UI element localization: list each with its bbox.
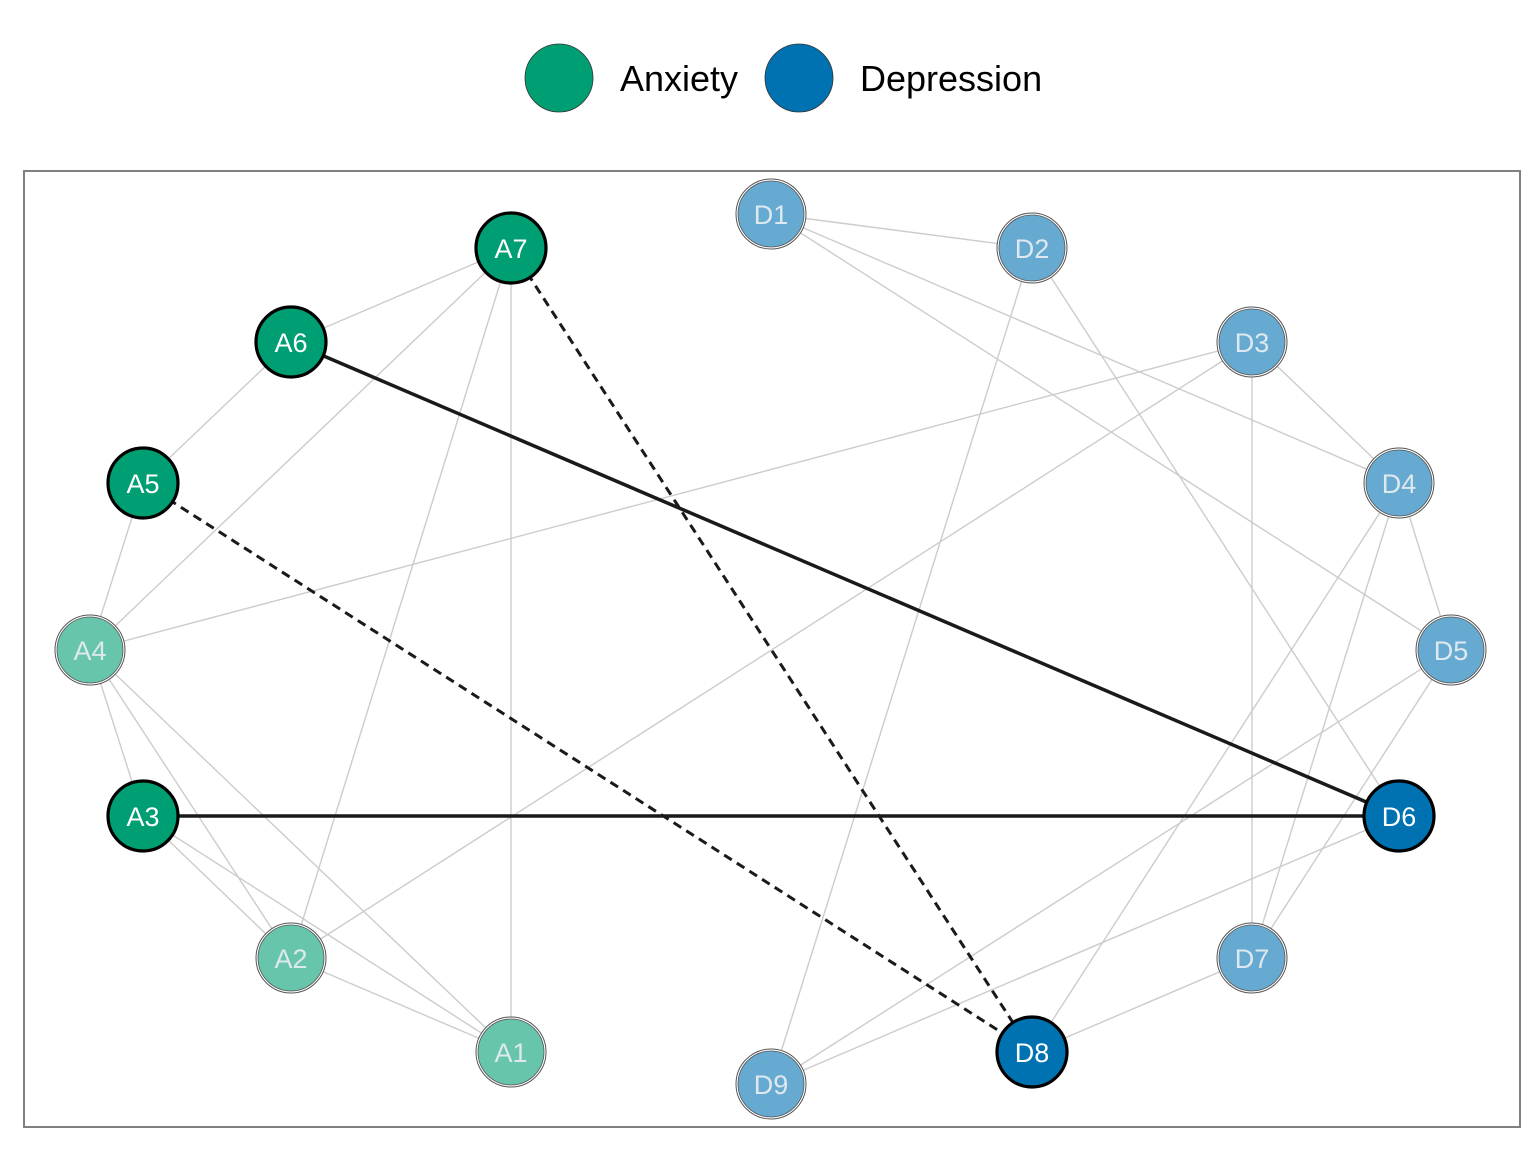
node-a7: A7: [474, 211, 548, 285]
edge-d4-d7: [1251, 482, 1400, 959]
edge-a3-a1: [142, 815, 512, 1053]
node-d9: D9: [735, 1048, 807, 1120]
node-a4: A4: [54, 614, 126, 686]
node-a2-label: A2: [274, 944, 307, 974]
node-d7: D7: [1216, 922, 1288, 994]
node-d4-label: D4: [1382, 469, 1417, 499]
edge-a4-a1: [89, 649, 512, 1053]
node-d1-label: D1: [754, 200, 789, 230]
plot-frame: [23, 170, 1521, 1128]
legend: Anxiety Depression: [524, 43, 1042, 113]
node-d5-circle: [1417, 616, 1485, 684]
edge-a7-a4: [89, 247, 512, 651]
node-d2: D2: [996, 212, 1068, 284]
edge-a4-d3: [89, 341, 1253, 651]
node-d7-label: D7: [1235, 944, 1270, 974]
edges-layer: [89, 213, 1452, 1085]
node-d3-circle: [1218, 308, 1286, 376]
edge-a4-a2: [89, 649, 292, 959]
node-a2: A2: [255, 922, 327, 994]
node-a5: A5: [106, 446, 180, 520]
edge-a7-a2: [290, 247, 512, 959]
node-a3: A3: [106, 779, 180, 853]
legend-depression-label: Depression: [860, 58, 1042, 99]
node-a1-label: A1: [494, 1038, 527, 1068]
legend-depression-swatch: [764, 43, 834, 113]
node-d8: D8: [995, 1015, 1069, 1089]
node-d8-label: D8: [1015, 1038, 1050, 1068]
node-a4-circle: [56, 616, 124, 684]
node-a6-circle: [254, 305, 328, 379]
nodes-layer: A1 A2 A3 A4 A5 A6 A7 D1 D2 D3 D4 D5 D6 D7 D8 D9: [54, 178, 1487, 1120]
edge-d6-d9: [770, 815, 1400, 1085]
edge-d1-d4: [770, 213, 1400, 484]
node-d4: D4: [1363, 447, 1435, 519]
edge-a7-a6: [290, 247, 512, 343]
node-a7-label: A7: [494, 234, 527, 264]
edge-d5-d7: [1251, 649, 1452, 959]
node-d4-circle: [1365, 449, 1433, 517]
edge-d5-d9: [770, 649, 1452, 1085]
node-a5-label: A5: [126, 469, 159, 499]
edge-a2-d3: [290, 341, 1253, 959]
edge-d2-d6: [1031, 247, 1400, 817]
node-d5-label: D5: [1434, 636, 1469, 666]
node-a6-label: A6: [274, 328, 307, 358]
legend-anxiety-swatch: [524, 43, 594, 113]
node-d6-label: D6: [1382, 802, 1417, 832]
node-d3-label: D3: [1235, 328, 1270, 358]
node-d6-circle: [1362, 779, 1436, 853]
edge-d4-d8: [1031, 482, 1400, 1053]
edge-a7-d8: [509, 247, 1034, 1053]
node-a3-label: A3: [126, 802, 159, 832]
node-d8-circle: [995, 1015, 1069, 1089]
node-a1: A1: [475, 1016, 547, 1088]
node-d6: D6: [1362, 779, 1436, 853]
node-d1-circle: [737, 180, 805, 248]
edge-a5-d8: [142, 481, 1033, 1054]
node-a5-circle: [106, 446, 180, 520]
node-d9-label: D9: [754, 1070, 789, 1100]
node-d9-circle: [737, 1050, 805, 1118]
node-d2-circle: [998, 214, 1066, 282]
node-a7-circle: [474, 211, 548, 285]
node-a3-circle: [106, 779, 180, 853]
node-d2-label: D2: [1015, 234, 1050, 264]
edge-a6-d6: [290, 340, 1400, 818]
node-d1: D1: [735, 178, 807, 250]
edge-d2-d9: [770, 247, 1033, 1085]
edge-d1-d2: [770, 213, 1033, 249]
node-d3: D3: [1216, 306, 1288, 378]
edge-a2-a1: [290, 957, 512, 1053]
node-d5: D5: [1415, 614, 1487, 686]
node-a6: A6: [254, 305, 328, 379]
node-a2-circle: [257, 924, 325, 992]
node-a4-label: A4: [73, 636, 106, 666]
node-d7-circle: [1218, 924, 1286, 992]
legend-anxiety-label: Anxiety: [620, 58, 738, 99]
node-a1-circle: [477, 1018, 545, 1086]
edge-d7-d8: [1031, 957, 1253, 1053]
